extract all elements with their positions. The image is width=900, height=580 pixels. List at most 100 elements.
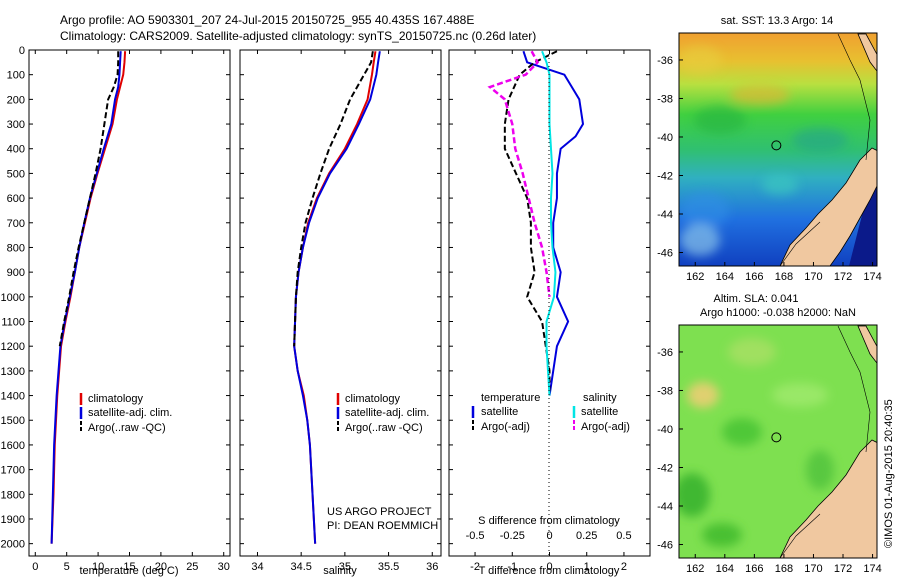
salinity-xlabel: salinity: [323, 565, 357, 577]
difference-legend: temperature salinity satellite Argo(-adj…: [471, 392, 630, 433]
salinity-legend: climatology satellite-adj. clim. Argo(..…: [336, 393, 429, 434]
xtick-label-salinity: 0.25: [576, 530, 597, 542]
ytick-label: 1100: [1, 317, 25, 329]
xtick-label: 2: [621, 561, 627, 573]
title-line1: Argo profile: AO 5903301_207 24-Jul-2015…: [60, 13, 474, 27]
ytick-label: 1900: [1, 514, 25, 526]
legend-climatology: climatology: [345, 393, 401, 405]
ytick-label: 1700: [1, 465, 25, 477]
ytick-label: 900: [7, 267, 25, 279]
project-name: US ARGO PROJECT: [327, 506, 432, 518]
legend-satellite: satellite-adj. clim.: [345, 407, 429, 419]
legend-climatology: climatology: [88, 393, 144, 405]
xtick-label-salinity: -0.5: [466, 530, 485, 542]
xtick-label: 20: [155, 561, 167, 573]
temperature-axes: [28, 49, 231, 557]
ytick-label: 1500: [1, 415, 25, 427]
salinity-axes: [239, 49, 442, 557]
sla-argo-marker: [771, 432, 782, 443]
xtick-label: 1: [584, 561, 590, 573]
xtick-label: 0: [546, 561, 552, 573]
legend-argo: Argo(..raw -QC): [345, 422, 423, 434]
map-xtick-label: 164: [716, 563, 734, 575]
xtick-label: 5: [64, 561, 70, 573]
ytick-label: 1800: [1, 489, 25, 501]
sla-map-frame: [678, 324, 878, 559]
temperature-ticks: 0100200300400500600700800900100011001200…: [1, 45, 230, 573]
xtick-label-salinity: 0.5: [616, 530, 631, 542]
map-ytick-label: -36: [657, 55, 673, 67]
series-line-temperature-argo-adj-: [503, 50, 558, 396]
map-xtick-label: 172: [834, 563, 852, 575]
legend-temp-satellite: satellite: [481, 406, 518, 418]
ytick-label: 800: [7, 242, 25, 254]
series-line-argo-raw-qc-: [58, 51, 120, 347]
map-ytick-label: -38: [657, 93, 673, 105]
map-ytick-label: -40: [657, 132, 673, 144]
salinity-series: [293, 51, 381, 544]
legend-satellite: satellite-adj. clim.: [88, 407, 172, 419]
ytick-label: 1400: [1, 391, 25, 403]
map-xtick-label: 170: [804, 563, 822, 575]
xtick-label-salinity: -0.25: [500, 530, 525, 542]
series-line-temperature-satellite: [522, 50, 585, 396]
ytick-label: 300: [7, 119, 25, 131]
xtick-label: 25: [186, 561, 198, 573]
map-ytick-label: -40: [657, 424, 673, 436]
series-line-satellite-adj-clim-: [293, 51, 381, 544]
xtick-label: 15: [123, 561, 135, 573]
xtick-label: 30: [218, 561, 230, 573]
xtick-label: -1: [507, 561, 517, 573]
sla-map-ticks: 162 164 166 168 170 172 174 -36 -38 -40 -42 -44 -46: [657, 347, 882, 575]
sst-map-ticks: 162 164 166 168 170 172 174 -36 -38 -40 -42 -44 -46: [657, 55, 882, 283]
map-ytick-label: -38: [657, 385, 673, 397]
xtick-label: 35: [339, 561, 351, 573]
xtick-label: 35.5: [378, 561, 399, 573]
salinity-ticks: 34 34.5 35 35.5 36: [240, 49, 441, 573]
map-xtick-label: 162: [686, 271, 704, 283]
difference-xlabel-top: S difference from climatology: [478, 515, 620, 527]
legend-sal-argo: Argo(-adj): [581, 421, 630, 433]
difference-xlabel: T difference from climatology: [479, 565, 620, 577]
series-line-climatology: [50, 51, 127, 544]
sla-map-title-2: Argo h1000: -0.038 h2000: NaN: [700, 307, 856, 319]
ytick-label: 500: [7, 168, 25, 180]
map-ytick-label: -36: [657, 347, 673, 359]
ytick-label: 600: [7, 193, 25, 205]
ytick-label: 100: [7, 70, 25, 82]
ytick-label: 1000: [1, 292, 25, 304]
map-ytick-label: -44: [657, 501, 673, 513]
xtick-label-salinity: 0: [546, 530, 552, 542]
map-xtick-label: 166: [745, 271, 763, 283]
map-xtick-label: 170: [804, 271, 822, 283]
ytick-label: 700: [7, 218, 25, 230]
difference-ticks: -2 -1 0 1 2 -0.5 -0.25 0 0.25 0.5: [449, 49, 650, 573]
sst-argo-marker: [771, 140, 782, 151]
map-xtick-label: 168: [775, 271, 793, 283]
map-ytick-label: -46: [657, 248, 673, 260]
ytick-label: 400: [7, 144, 25, 156]
map-xtick-label: 168: [775, 563, 793, 575]
series-line-argo-raw-qc-: [293, 51, 374, 347]
ytick-label: 0: [19, 45, 25, 57]
map-ytick-label: -44: [657, 209, 673, 221]
map-xtick-label: 166: [745, 563, 763, 575]
map-xtick-label: 172: [834, 271, 852, 283]
sla-map: [679, 325, 877, 558]
series-line-satellite-adj-clim-: [50, 51, 122, 544]
legend-argo: Argo(..raw -QC): [88, 422, 166, 434]
map-xtick-label: 174: [863, 563, 881, 575]
sla-map-title-1: Altim. SLA: 0.041: [714, 293, 799, 305]
ytick-label: 200: [7, 94, 25, 106]
temperature-legend: climatology satellite-adj. clim. Argo(..…: [79, 393, 172, 434]
series-line-salinity-satellite: [541, 50, 557, 396]
xtick-label: 10: [92, 561, 104, 573]
legend-sal-satellite: satellite: [581, 406, 618, 418]
legend-salinity-title: salinity: [583, 392, 617, 404]
xtick-label: 36: [426, 561, 438, 573]
map-xtick-label: 174: [863, 271, 881, 283]
difference-series: [487, 50, 585, 396]
xtick-label: 34.5: [290, 561, 311, 573]
map-ytick-label: -46: [657, 540, 673, 552]
project-pi: PI: DEAN ROEMMICH: [327, 520, 438, 532]
